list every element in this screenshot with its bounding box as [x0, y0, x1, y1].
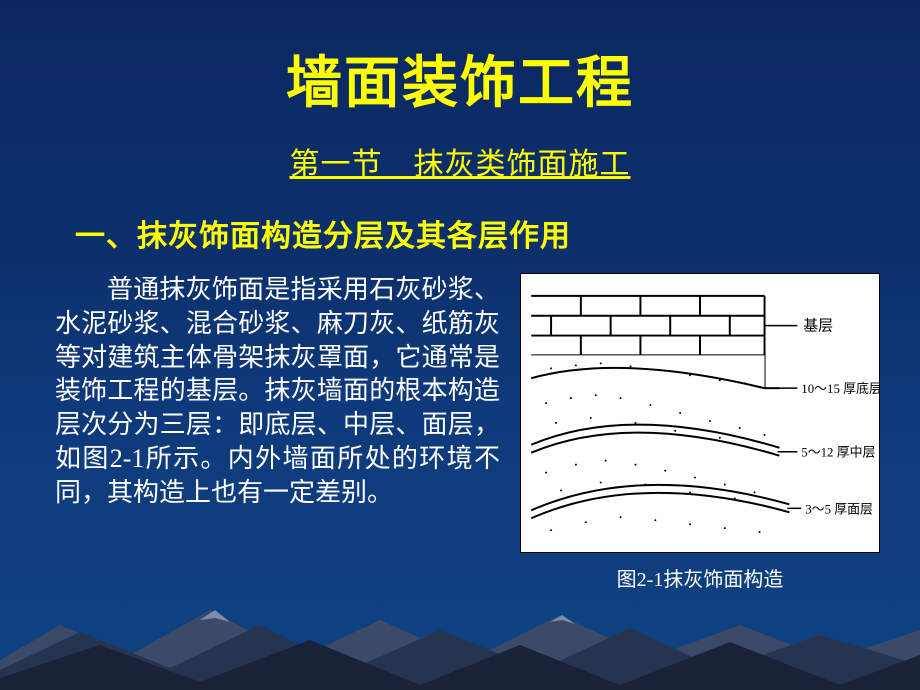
slide: 墙面装饰工程 第一节 抹灰类饰面施工 一、抹灰饰面构造分层及其各层作用 普通抹灰…: [0, 0, 920, 690]
figure: 基层 10～15 厚底层 5～12 厚中层 3～5 厚面层 图2-1抹灰饰面构造: [520, 273, 880, 592]
label-bottom: 10～15 厚底层: [801, 381, 880, 396]
section-heading: 一、抹灰饰面构造分层及其各层作用: [75, 211, 920, 255]
subtitle-link[interactable]: 第一节 抹灰类饰面施工: [0, 139, 920, 183]
label-middle: 5～12 厚中层: [801, 446, 875, 460]
content-row: 普通抹灰饰面是指采用石灰砂浆、水泥砂浆、混合砂浆、麻刀灰、纸筋灰等对建筑主体骨架…: [0, 273, 920, 592]
page-title: 墙面装饰工程: [0, 0, 920, 119]
body-text: 普通抹灰饰面是指采用石灰砂浆、水泥砂浆、混合砂浆、麻刀灰、纸筋灰等对建筑主体骨架…: [55, 273, 500, 592]
figure-caption: 图2-1抹灰饰面构造: [617, 563, 784, 592]
label-surface: 3～5 厚面层: [805, 502, 873, 516]
label-base: 基层: [803, 318, 833, 335]
plaster-diagram: 基层 10～15 厚底层 5～12 厚中层 3～5 厚面层: [520, 273, 880, 553]
